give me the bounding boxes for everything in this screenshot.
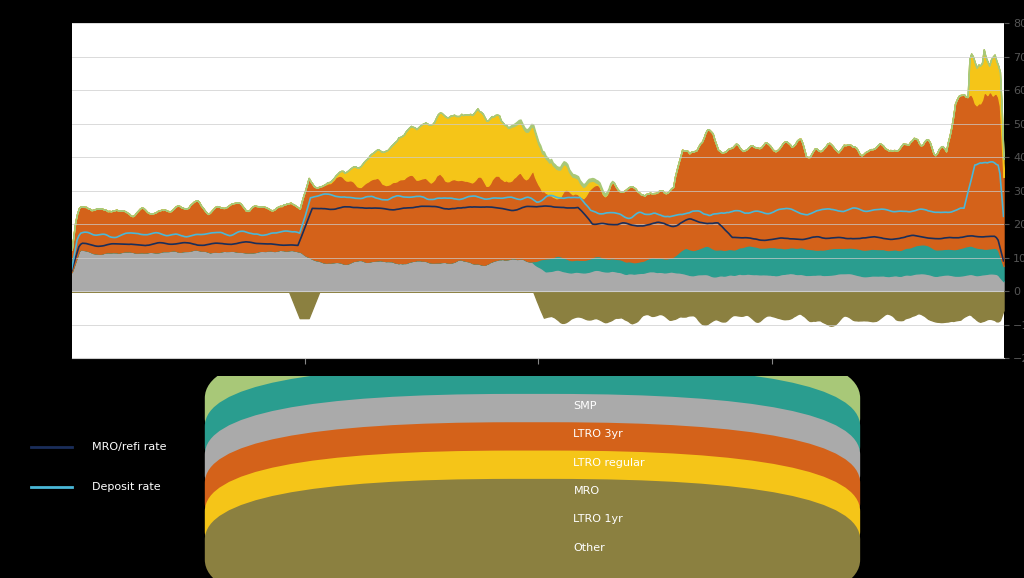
Text: LTRO 3yr: LTRO 3yr	[573, 429, 624, 439]
FancyBboxPatch shape	[205, 422, 860, 564]
Text: MRO/refi rate: MRO/refi rate	[92, 442, 167, 451]
Text: MRO: MRO	[573, 486, 600, 496]
FancyBboxPatch shape	[205, 479, 860, 578]
FancyBboxPatch shape	[205, 338, 860, 479]
Text: LTRO 1yr: LTRO 1yr	[573, 514, 624, 524]
Text: Deposit rate: Deposit rate	[92, 482, 161, 492]
Text: Other: Other	[573, 543, 605, 553]
FancyBboxPatch shape	[205, 366, 860, 507]
FancyBboxPatch shape	[205, 451, 860, 578]
Text: LTRO regular: LTRO regular	[573, 458, 645, 468]
FancyBboxPatch shape	[205, 394, 860, 535]
Text: SMP: SMP	[573, 401, 597, 411]
